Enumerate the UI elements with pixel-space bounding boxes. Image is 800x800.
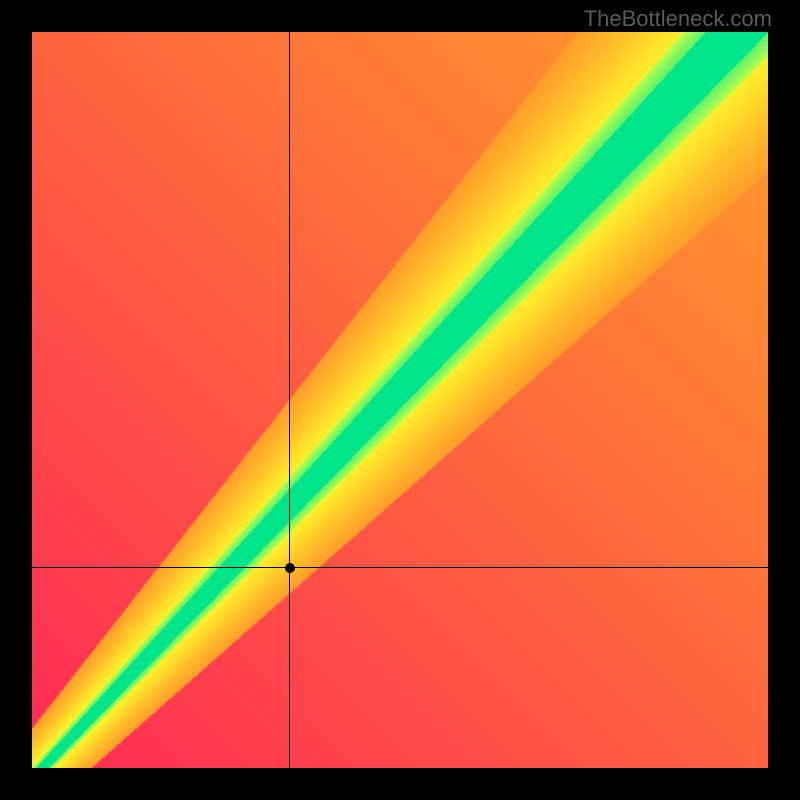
crosshair-dot [285, 563, 295, 573]
crosshair-horizontal [32, 567, 768, 568]
watermark-text: TheBottleneck.com [584, 6, 772, 32]
bottleneck-heatmap [32, 32, 768, 768]
chart-frame: TheBottleneck.com [0, 0, 800, 800]
crosshair-vertical [289, 32, 290, 768]
plot-area [32, 32, 768, 768]
